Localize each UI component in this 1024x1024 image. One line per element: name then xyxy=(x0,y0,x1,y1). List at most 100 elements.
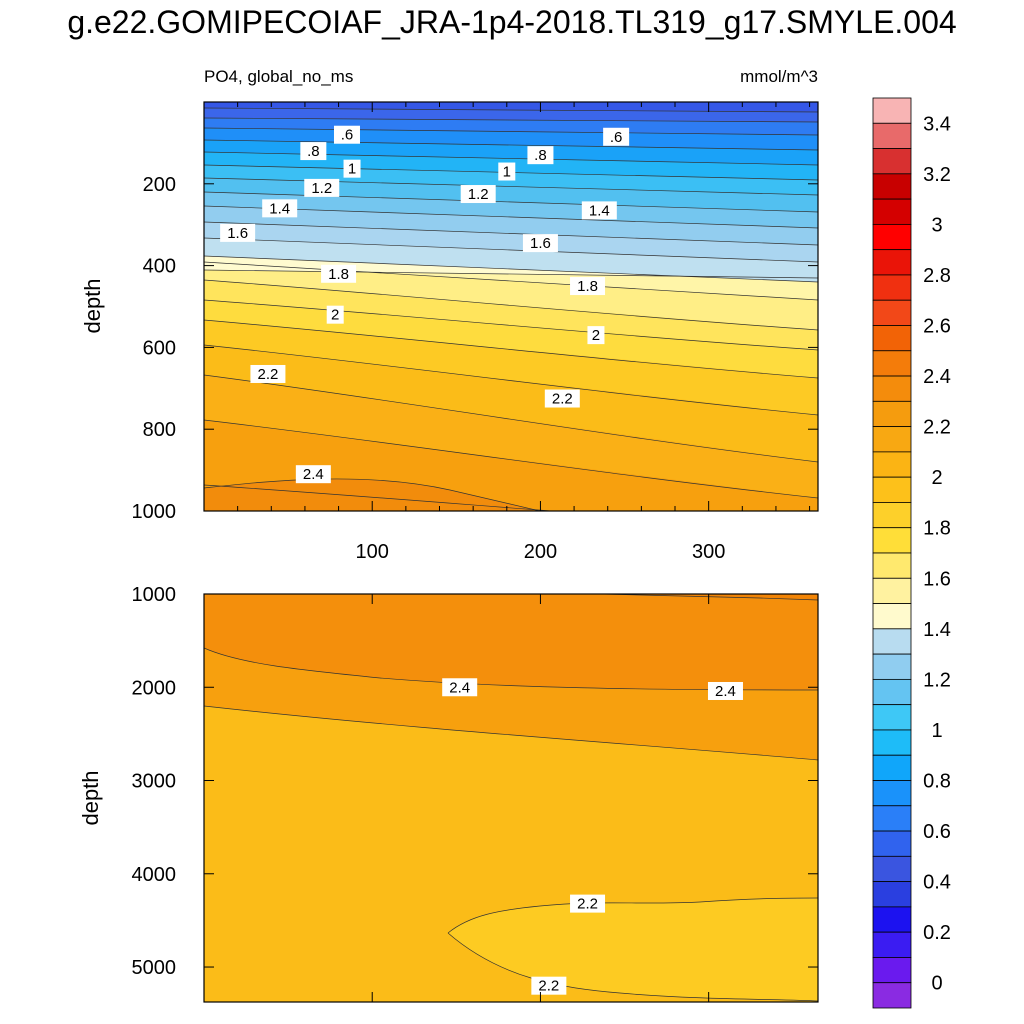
colorbar-swatch xyxy=(872,350,912,377)
upper-contour-band xyxy=(204,102,818,112)
panel-title-left: PO4, global_no_ms xyxy=(204,67,353,86)
y-tick-label: 4000 xyxy=(132,864,177,886)
contour-label: 2.4 xyxy=(449,679,470,696)
contour-label-box xyxy=(587,326,605,345)
contour-label-box xyxy=(343,159,361,178)
colorbar-swatch xyxy=(872,148,912,175)
colorbar-swatch xyxy=(872,274,912,301)
colorbar-swatch xyxy=(872,198,912,225)
contour-label: 2.2 xyxy=(577,896,598,913)
contour-label: 1.8 xyxy=(577,278,598,295)
colorbar-label: 1.2 xyxy=(923,669,951,691)
units-label: mmol/m^3 xyxy=(740,67,818,86)
y-tick-label: 200 xyxy=(143,174,176,196)
colorbar-label: 1.6 xyxy=(923,568,951,590)
colorbar-swatch xyxy=(872,805,912,832)
colorbar-swatch xyxy=(872,704,912,731)
upper-contour-line xyxy=(204,191,818,213)
upper-contour-line xyxy=(204,299,818,351)
colorbar-label: 2.6 xyxy=(923,316,951,338)
lower-contour-line xyxy=(447,932,818,1002)
colorbar-swatch xyxy=(872,451,912,478)
colorbar-swatch xyxy=(872,476,912,503)
colorbar-swatch xyxy=(872,527,912,554)
colorbar-label: 0 xyxy=(931,973,942,995)
y-tick-label: 800 xyxy=(143,419,176,441)
contour-label-box xyxy=(570,277,606,296)
colorbar-swatch xyxy=(872,855,912,883)
colorbar-swatch xyxy=(872,830,912,857)
y-tick-label: 600 xyxy=(143,337,176,359)
contour-label-box xyxy=(707,681,743,700)
contour-label-box xyxy=(581,201,617,220)
y-tick-label: 400 xyxy=(143,256,176,278)
upper-contour-line xyxy=(204,419,818,499)
upper-contour-line xyxy=(204,344,818,416)
colorbar-label: 0.2 xyxy=(923,922,951,944)
colorbar-swatch xyxy=(872,780,912,807)
colorbar-label: 3 xyxy=(931,214,942,236)
colorbar-swatch xyxy=(872,299,912,326)
x-tick-label: 200 xyxy=(524,541,557,563)
lower-y-axis-label: depth xyxy=(78,770,103,825)
lower-contour-line xyxy=(204,647,818,691)
contour-label-box xyxy=(262,199,298,218)
contour-label-box xyxy=(321,264,357,283)
upper-contour-line xyxy=(204,107,818,113)
upper-contour-panel: .6.6.8.81 11.2 1.21.4 1.41.61.61.81.8222.22… xyxy=(80,101,819,1002)
x-tick-label: 100 xyxy=(356,541,389,563)
contour-label-box xyxy=(295,465,331,484)
colorbar-label: 2.4 xyxy=(923,366,951,388)
lower-contour-panel: 2.4 2.4 2.2 2.2 1000 2000 3000 4000 5000 depth xyxy=(78,584,819,1003)
colorbar-swatch xyxy=(872,982,912,1009)
colorbar-label: 2.2 xyxy=(923,417,951,439)
y-tick-label: 1000 xyxy=(132,584,177,606)
contour-label-box xyxy=(527,146,554,165)
upper-contour-line xyxy=(204,151,818,166)
upper-contour-line xyxy=(204,484,556,511)
colorbar-swatch xyxy=(872,223,912,251)
contour-label: 1.4 xyxy=(269,200,290,217)
colorbar-swatch xyxy=(872,400,912,428)
colorbar-label: 2.8 xyxy=(923,265,951,287)
colorbar-label: 0.8 xyxy=(923,771,951,793)
upper-contour-line xyxy=(204,319,818,379)
upper-contour-line xyxy=(204,374,818,463)
contour-label: 1.2 xyxy=(311,180,332,197)
colorbar-label: 0.4 xyxy=(923,872,951,894)
contour-label-box xyxy=(522,234,558,253)
colorbar-swatch xyxy=(872,653,912,680)
colorbar-swatch xyxy=(872,754,912,781)
contour-label-box xyxy=(220,223,256,242)
colorbar-label: 0.6 xyxy=(923,821,951,843)
contour-label: 1 xyxy=(503,164,511,181)
colorbar-swatch xyxy=(872,931,912,958)
contour-label-box xyxy=(300,142,327,161)
contour-label: 2.2 xyxy=(257,366,278,383)
lower-contour-line xyxy=(599,594,818,601)
contour-label-box xyxy=(442,678,478,697)
contour-label-box xyxy=(498,162,516,181)
contour-label: 2.4 xyxy=(715,683,736,700)
colorbar-swatch xyxy=(872,552,912,579)
colorbar-swatch xyxy=(872,502,912,529)
contour-label: .6 xyxy=(610,129,623,146)
y-tick-label: 2000 xyxy=(132,677,177,699)
lower-plot-frame xyxy=(203,593,819,1003)
colorbar-swatch xyxy=(872,577,912,604)
upper-contour-line xyxy=(204,139,818,151)
colorbar-swatch xyxy=(872,375,912,402)
y-tick-label: 1000 xyxy=(132,501,177,523)
colorbar-swatch xyxy=(872,603,912,630)
colorbar-swatch xyxy=(872,426,912,453)
contour-label: 2.4 xyxy=(303,466,324,483)
colorbar-swatch xyxy=(872,906,912,933)
contour-label: 2.2 xyxy=(538,978,559,995)
lower-contour-band xyxy=(448,898,818,1001)
contour-label: .8 xyxy=(307,143,320,160)
contour-label: 1.8 xyxy=(328,266,349,283)
colorbar-label: 1.4 xyxy=(923,619,951,641)
colorbar-swatch xyxy=(872,729,912,756)
colorbar-swatch xyxy=(872,173,912,200)
